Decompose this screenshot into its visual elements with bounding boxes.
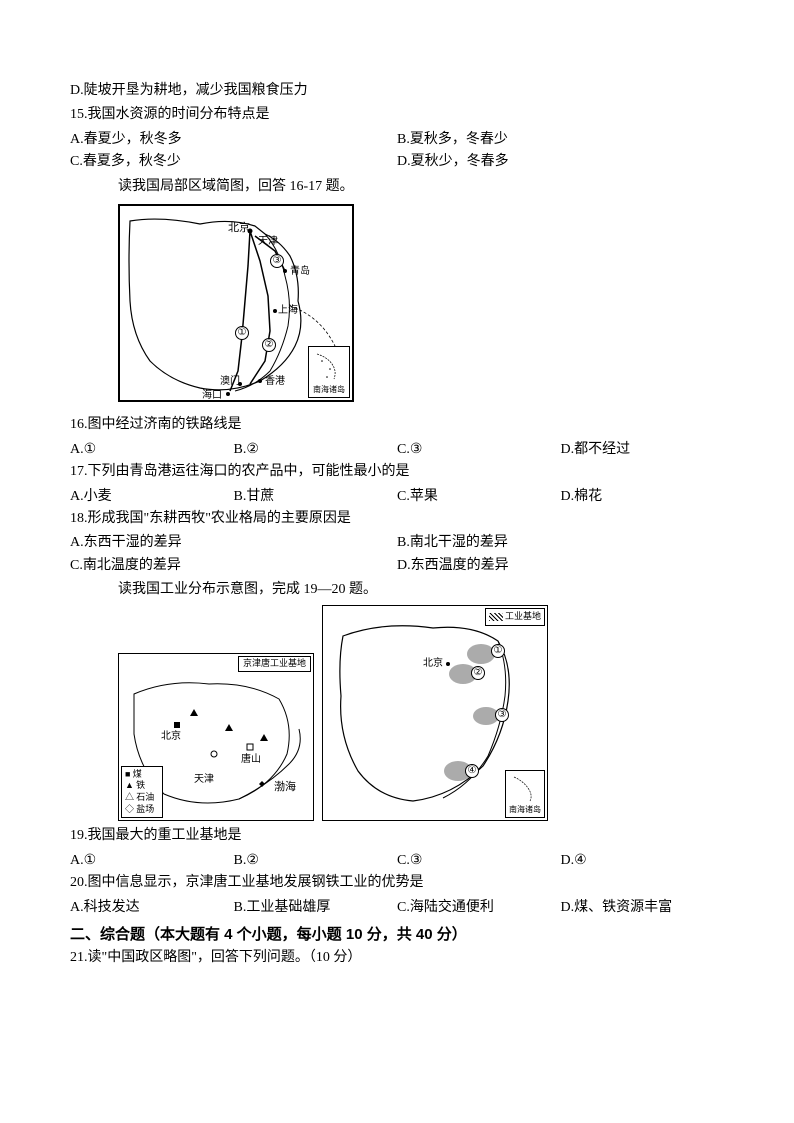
q16-b: B.②	[234, 439, 398, 461]
q21-stem: 21.读"中国政区略图"，回答下列问题。（10 分）	[70, 947, 724, 969]
map1-circle-1: ①	[235, 326, 249, 340]
q16-c: C.③	[397, 439, 561, 461]
legend-row-mei: ■ 煤	[125, 769, 159, 781]
q19-stem: 19.我国最大的重工业基地是	[70, 825, 724, 847]
legend-row-yanchang: ◇ 盐场	[125, 804, 159, 816]
q18-a: A.东西干湿的差异	[70, 532, 397, 554]
q18-options-row2: C.南北温度的差异 D.东西温度的差异	[70, 555, 724, 577]
nanhai-inset-icon-2	[509, 773, 543, 805]
q18-stem: 18.形成我国"东耕西牧"农业格局的主要原因是	[70, 508, 724, 530]
map-industry-bases: 工业基地 北京 ① ② ③ ④ 南海诸岛	[322, 605, 548, 821]
q16-stem: 16.图中经过济南的铁路线是	[70, 414, 724, 436]
label-haikou: 海口	[202, 388, 222, 402]
instruction-19-20: 读我国工业分布示意图，完成 19—20 题。	[118, 579, 724, 601]
q14-option-d: D.陡坡开垦为耕地，减少我国粮食压力	[70, 80, 724, 102]
q20-d: D.煤、铁资源丰富	[561, 897, 725, 919]
q20-stem: 20.图中信息显示，京津唐工业基地发展钢铁工业的优势是	[70, 872, 724, 894]
q18-c: C.南北温度的差异	[70, 555, 397, 577]
label-tianjin-2: 天津	[194, 772, 214, 788]
q15-c: C.春夏多，秋冬少	[70, 151, 397, 173]
q17-stem: 17.下列由青岛港运往海口的农产品中，可能性最小的是	[70, 461, 724, 483]
q17-c: C.苹果	[397, 486, 561, 508]
map1-circle-2: ②	[262, 338, 276, 352]
q16-d: D.都不经过	[561, 439, 725, 461]
legend-row-tie: ▲ 铁	[125, 780, 159, 792]
q20-b: B.工业基础雄厚	[234, 897, 398, 919]
q17-options: A.小麦 B.甘蔗 C.苹果 D.棉花	[70, 486, 724, 508]
nanhai-inset-icon	[312, 349, 348, 385]
q18-d: D.东西温度的差异	[397, 555, 724, 577]
map-china-east-railways: 北京 天津 青岛 上海 澳门 香港 海口 ① ② ③ 南海诸岛	[118, 204, 354, 402]
q20-c: C.海陆交通便利	[397, 897, 561, 919]
section-2-title: 二、综合题（本大题有 4 个小题，每小题 10 分，共 40 分）	[70, 923, 724, 947]
label-nanhai-2: 南海诸岛	[509, 805, 541, 815]
legend-row-shiyou: △ 石油	[125, 792, 159, 804]
q17-b: B.甘蔗	[234, 486, 398, 508]
q15-d: D.夏秋少，冬春多	[397, 151, 724, 173]
q19-c: C.③	[397, 850, 561, 872]
q15-options-row1: A.春夏少，秋冬多 B.夏秋多，冬春少	[70, 129, 724, 151]
q15-stem: 15.我国水资源的时间分布特点是	[70, 104, 724, 126]
q15-a: A.春夏少，秋冬多	[70, 129, 397, 151]
label-tangshan: 唐山	[241, 752, 261, 768]
label-beijing-2: 北京	[161, 729, 181, 745]
q19-b: B.②	[234, 850, 398, 872]
q15-options-row2: C.春夏多，秋冬少 D.夏秋少，冬春多	[70, 151, 724, 173]
map-jingjintang: 京津唐工业基地 北京 唐山 天津 渤海 ■ 煤 ▲ 铁 △ 石油 ◇ 盐场	[118, 653, 314, 821]
q17-d: D.棉花	[561, 486, 725, 508]
q16-options: A.① B.② C.③ D.都不经过	[70, 439, 724, 461]
instruction-16-17: 读我国局部区域简图，回答 16-17 题。	[118, 176, 724, 198]
q15-b: B.夏秋多，冬春少	[397, 129, 724, 151]
label-tianjin: 天津	[258, 234, 278, 250]
legend-industry-base: 工业基地	[505, 611, 541, 621]
q19-options: A.① B.② C.③ D.④	[70, 850, 724, 872]
label-shanghai: 上海	[278, 303, 298, 319]
map2-title: 京津唐工业基地	[238, 656, 311, 672]
q20-a: A.科技发达	[70, 897, 234, 919]
label-bohai: 渤海	[274, 779, 296, 797]
q20-options: A.科技发达 B.工业基础雄厚 C.海陆交通便利 D.煤、铁资源丰富	[70, 897, 724, 919]
map1-circle-3: ③	[270, 254, 284, 268]
label-beijing-3: 北京	[423, 656, 443, 672]
label-qingdao: 青岛	[290, 264, 310, 280]
q16-a: A.①	[70, 439, 234, 461]
q19-a: A.①	[70, 850, 234, 872]
label-xianggang: 香港	[265, 374, 285, 390]
label-aomen: 澳门	[220, 374, 240, 390]
label-beijing: 北京	[228, 220, 250, 238]
q18-options-row1: A.东西干湿的差异 B.南北干湿的差异	[70, 532, 724, 554]
q17-a: A.小麦	[70, 486, 234, 508]
q19-d: D.④	[561, 850, 725, 872]
legend-swatch-icon	[489, 613, 503, 621]
label-nanhai: 南海诸岛	[312, 385, 346, 395]
q18-b: B.南北干湿的差异	[397, 532, 724, 554]
